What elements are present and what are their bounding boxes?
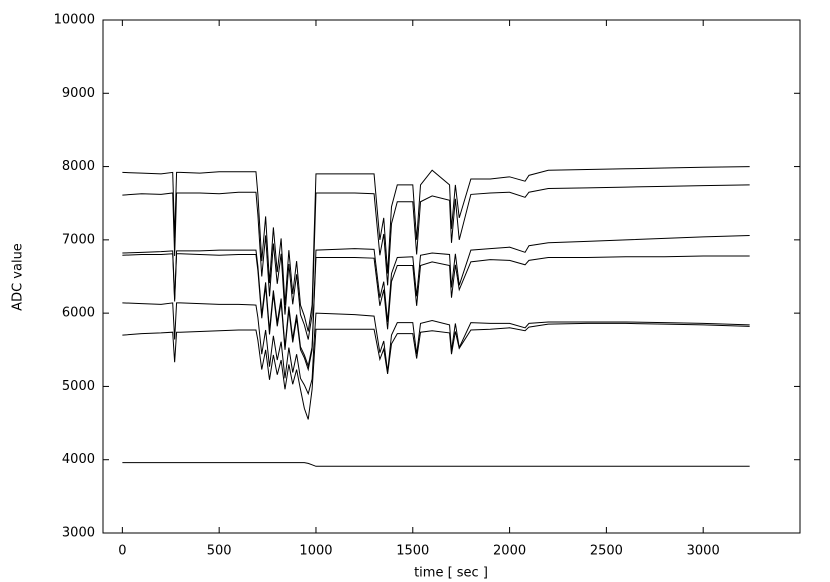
y-tick-label: 5000 <box>62 379 95 394</box>
x-tick-label: 2500 <box>590 544 623 559</box>
y-axis-label: ADC value <box>11 243 26 311</box>
y-tick-label: 7000 <box>62 232 95 247</box>
y-tick-label: 4000 <box>62 452 95 467</box>
data-line <box>122 302 750 396</box>
data-line <box>122 184 750 340</box>
x-tick-label: 2000 <box>493 544 526 559</box>
y-tick-label: 3000 <box>62 526 95 541</box>
x-tick-label: 0 <box>118 544 126 559</box>
y-tick-label: 10000 <box>54 13 95 28</box>
data-line <box>122 322 750 420</box>
x-tick-label: 3000 <box>687 544 720 559</box>
data-line <box>122 166 750 332</box>
x-tick-label: 1000 <box>299 544 332 559</box>
y-tick-label: 9000 <box>62 86 95 101</box>
x-axis-label: time [ sec ] <box>414 566 488 581</box>
plot-frame <box>102 19 801 534</box>
data-line <box>122 253 750 372</box>
y-tick-label: 6000 <box>62 306 95 321</box>
x-tick-label: 1500 <box>396 544 429 559</box>
data-line <box>122 462 750 467</box>
x-tick-label: 500 <box>207 544 232 559</box>
data-line <box>122 234 750 368</box>
y-tick-label: 8000 <box>62 159 95 174</box>
